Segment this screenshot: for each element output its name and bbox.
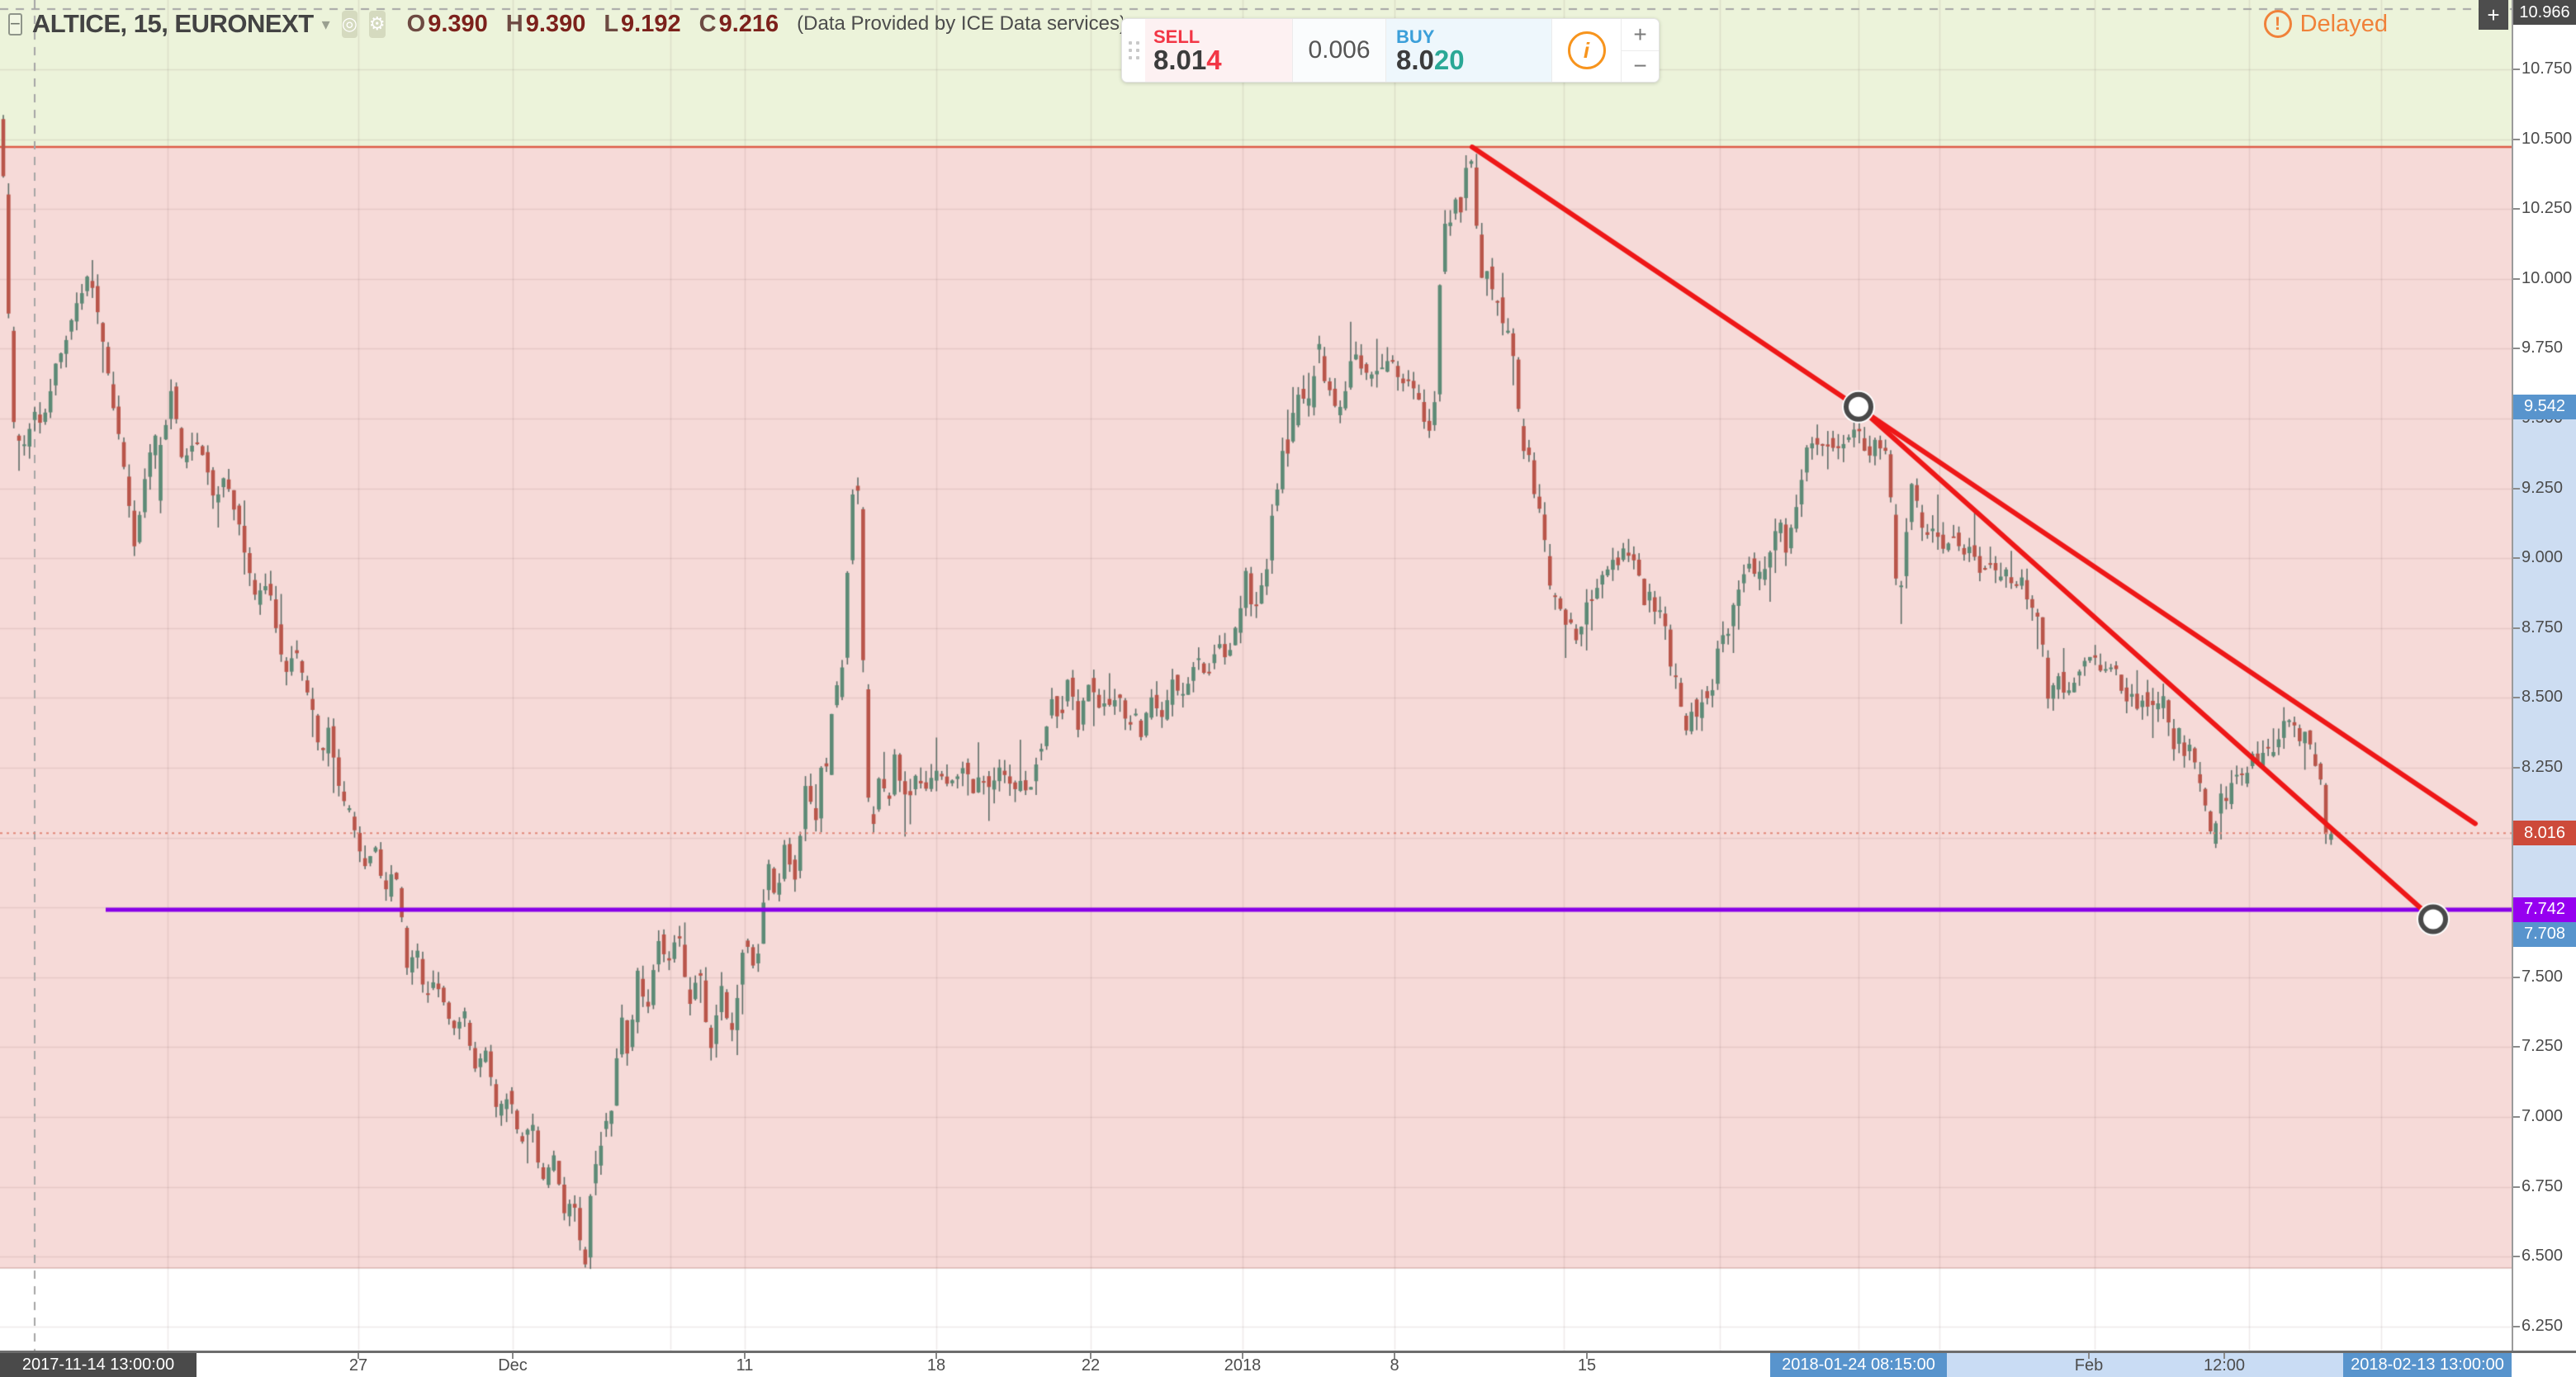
price-tick-label: 7.500 bbox=[2522, 967, 2564, 986]
price-tick bbox=[2513, 767, 2520, 769]
minus-icon: − bbox=[10, 13, 21, 34]
price-tick bbox=[2513, 557, 2520, 560]
add-alert-plus-button[interactable]: + bbox=[2479, 0, 2508, 30]
trendline-anchor2-time-badge: 2018-02-13 13:00:00 bbox=[2343, 1353, 2512, 1377]
quantity-decrease-button[interactable]: − bbox=[1633, 53, 1647, 79]
ohlc-values: O 9.390 H 9.390 L 9.192 C 9.216 bbox=[407, 11, 779, 38]
trendline-anchor1-price-badge: 9.542 bbox=[2513, 394, 2576, 419]
price-tick-label: 8.250 bbox=[2522, 758, 2564, 776]
time-tick-label: Feb bbox=[2074, 1356, 2104, 1375]
drag-dots-icon bbox=[1128, 41, 1139, 59]
price-tick bbox=[2513, 487, 2520, 490]
time-tick-label: 8 bbox=[1390, 1356, 1399, 1375]
last-price-badge: 8.016 bbox=[2513, 821, 2576, 846]
sell-label: SELL bbox=[1153, 26, 1200, 48]
plus-icon: + bbox=[2487, 2, 2500, 27]
price-tick bbox=[2513, 627, 2520, 629]
info-icon: i bbox=[1567, 31, 1606, 69]
sell-button[interactable]: SELL 8.014 bbox=[1145, 19, 1292, 82]
warning-icon: ! bbox=[2263, 10, 2292, 38]
panel-drag-handle[interactable] bbox=[1122, 19, 1145, 82]
price-tick bbox=[2513, 277, 2520, 280]
buy-button[interactable]: BUY 8.020 bbox=[1386, 19, 1551, 82]
time-tick-label: 2018 bbox=[1224, 1356, 1262, 1375]
time-tick bbox=[2088, 1353, 2090, 1359]
price-tick-label: 9.250 bbox=[2522, 478, 2564, 497]
price-tick bbox=[2513, 1116, 2520, 1118]
price-tick-label: 10.750 bbox=[2522, 59, 2573, 78]
time-tick-label: 27 bbox=[348, 1356, 368, 1375]
ohlc-high: H 9.390 bbox=[505, 10, 586, 37]
time-tick bbox=[935, 1353, 937, 1359]
time-tick bbox=[1090, 1353, 1091, 1359]
time-tick bbox=[1242, 1353, 1243, 1359]
target-icon: ◎ bbox=[341, 13, 358, 34]
chevron-down-icon[interactable]: ▾ bbox=[321, 15, 330, 34]
chart-canvas[interactable] bbox=[0, 0, 2512, 1351]
quantity-increase-button[interactable]: + bbox=[1622, 19, 1659, 51]
spread-value: 0.006 bbox=[1292, 19, 1386, 82]
price-tick bbox=[2513, 208, 2520, 211]
collapse-legend-button[interactable]: − bbox=[8, 12, 22, 35]
time-tick bbox=[358, 1353, 359, 1359]
time-tick-label: 22 bbox=[1081, 1356, 1101, 1375]
price-tick-label: 6.750 bbox=[2522, 1176, 2564, 1195]
time-tick bbox=[1586, 1353, 1588, 1359]
buy-sell-panel: SELL 8.014 0.006 BUY 8.020 i + − bbox=[1121, 18, 1660, 83]
time-tick-label: 11 bbox=[736, 1356, 754, 1375]
time-tick bbox=[512, 1353, 514, 1359]
price-tick bbox=[2513, 138, 2520, 140]
sell-price: 8.014 bbox=[1153, 45, 1222, 76]
price-tick bbox=[2513, 697, 2520, 699]
time-tick-label: 12:00 bbox=[2203, 1356, 2246, 1375]
buy-label: BUY bbox=[1396, 26, 1435, 48]
delayed-label: Delayed bbox=[2299, 10, 2388, 37]
price-tick-label: 7.000 bbox=[2522, 1107, 2564, 1125]
symbol-legend: − ALTICE, 15, EURONEXT ▾ ◎ ⚙ O 9.390 H 9.3… bbox=[8, 7, 1123, 41]
price-tick bbox=[2513, 1325, 2520, 1327]
time-axis[interactable]: 27 Dec 11 18 22 2018 8 15 Feb 12:00 2017-11-14 13:… bbox=[0, 1351, 2576, 1377]
time-tick bbox=[744, 1353, 746, 1359]
order-info-button[interactable]: i bbox=[1551, 19, 1621, 82]
price-tick-label: 9.750 bbox=[2522, 338, 2564, 357]
price-tick bbox=[2513, 69, 2520, 70]
price-tick-label: 6.500 bbox=[2522, 1247, 2564, 1266]
crosshair-time-badge: 2017-11-14 13:00:00 bbox=[0, 1353, 197, 1377]
price-tick-label: 8.750 bbox=[2522, 618, 2564, 636]
price-tick-label: 10.500 bbox=[2522, 129, 2573, 148]
price-axis[interactable]: 10.75010.50010.25010.0009.7509.5009.2509… bbox=[2512, 0, 2576, 1351]
time-tick bbox=[1394, 1353, 1395, 1359]
alert-target-button[interactable]: ◎ bbox=[341, 10, 358, 38]
price-tick bbox=[2513, 1185, 2520, 1188]
price-tick-label: 6.250 bbox=[2522, 1316, 2564, 1335]
price-axis-selection-highlight bbox=[2513, 394, 2576, 947]
trendline-anchor1-time-badge: 2018-01-24 08:15:00 bbox=[1770, 1353, 1947, 1377]
chart-settings-button[interactable]: ⚙ bbox=[368, 10, 386, 38]
trendline-anchor2-price-badge: 7.708 bbox=[2513, 921, 2576, 947]
price-tick bbox=[2513, 976, 2520, 978]
price-tick bbox=[2513, 1046, 2520, 1048]
ohlc-open: O 9.390 bbox=[406, 10, 488, 37]
price-tick bbox=[2513, 1256, 2520, 1258]
price-tick bbox=[2513, 348, 2520, 350]
price-tick-label: 7.250 bbox=[2522, 1037, 2564, 1056]
horizontal-line-price-badge: 7.742 bbox=[2513, 897, 2576, 922]
ohlc-close: C 9.216 bbox=[698, 10, 779, 37]
gear-icon: ⚙ bbox=[368, 13, 386, 34]
time-tick-label: 18 bbox=[926, 1356, 946, 1375]
time-tick-label: 15 bbox=[1577, 1356, 1597, 1375]
symbol-title[interactable]: ALTICE, 15, EURONEXT bbox=[31, 9, 314, 38]
price-tick-label: 10.000 bbox=[2522, 268, 2573, 287]
price-tick-label: 8.500 bbox=[2522, 688, 2564, 707]
price-tick-label: 10.250 bbox=[2522, 199, 2573, 218]
buy-price: 8.020 bbox=[1396, 45, 1465, 76]
ohlc-low: L 9.192 bbox=[604, 10, 681, 37]
delayed-badge: ! Delayed bbox=[2263, 10, 2388, 38]
time-tick bbox=[2223, 1353, 2225, 1359]
data-provider-note: (Data Provided by ICE Data services) bbox=[797, 12, 1123, 35]
crosshair-price-badge: 10.966 bbox=[2513, 0, 2576, 25]
time-tick-label: Dec bbox=[498, 1356, 528, 1375]
price-tick-label: 9.000 bbox=[2522, 548, 2564, 567]
